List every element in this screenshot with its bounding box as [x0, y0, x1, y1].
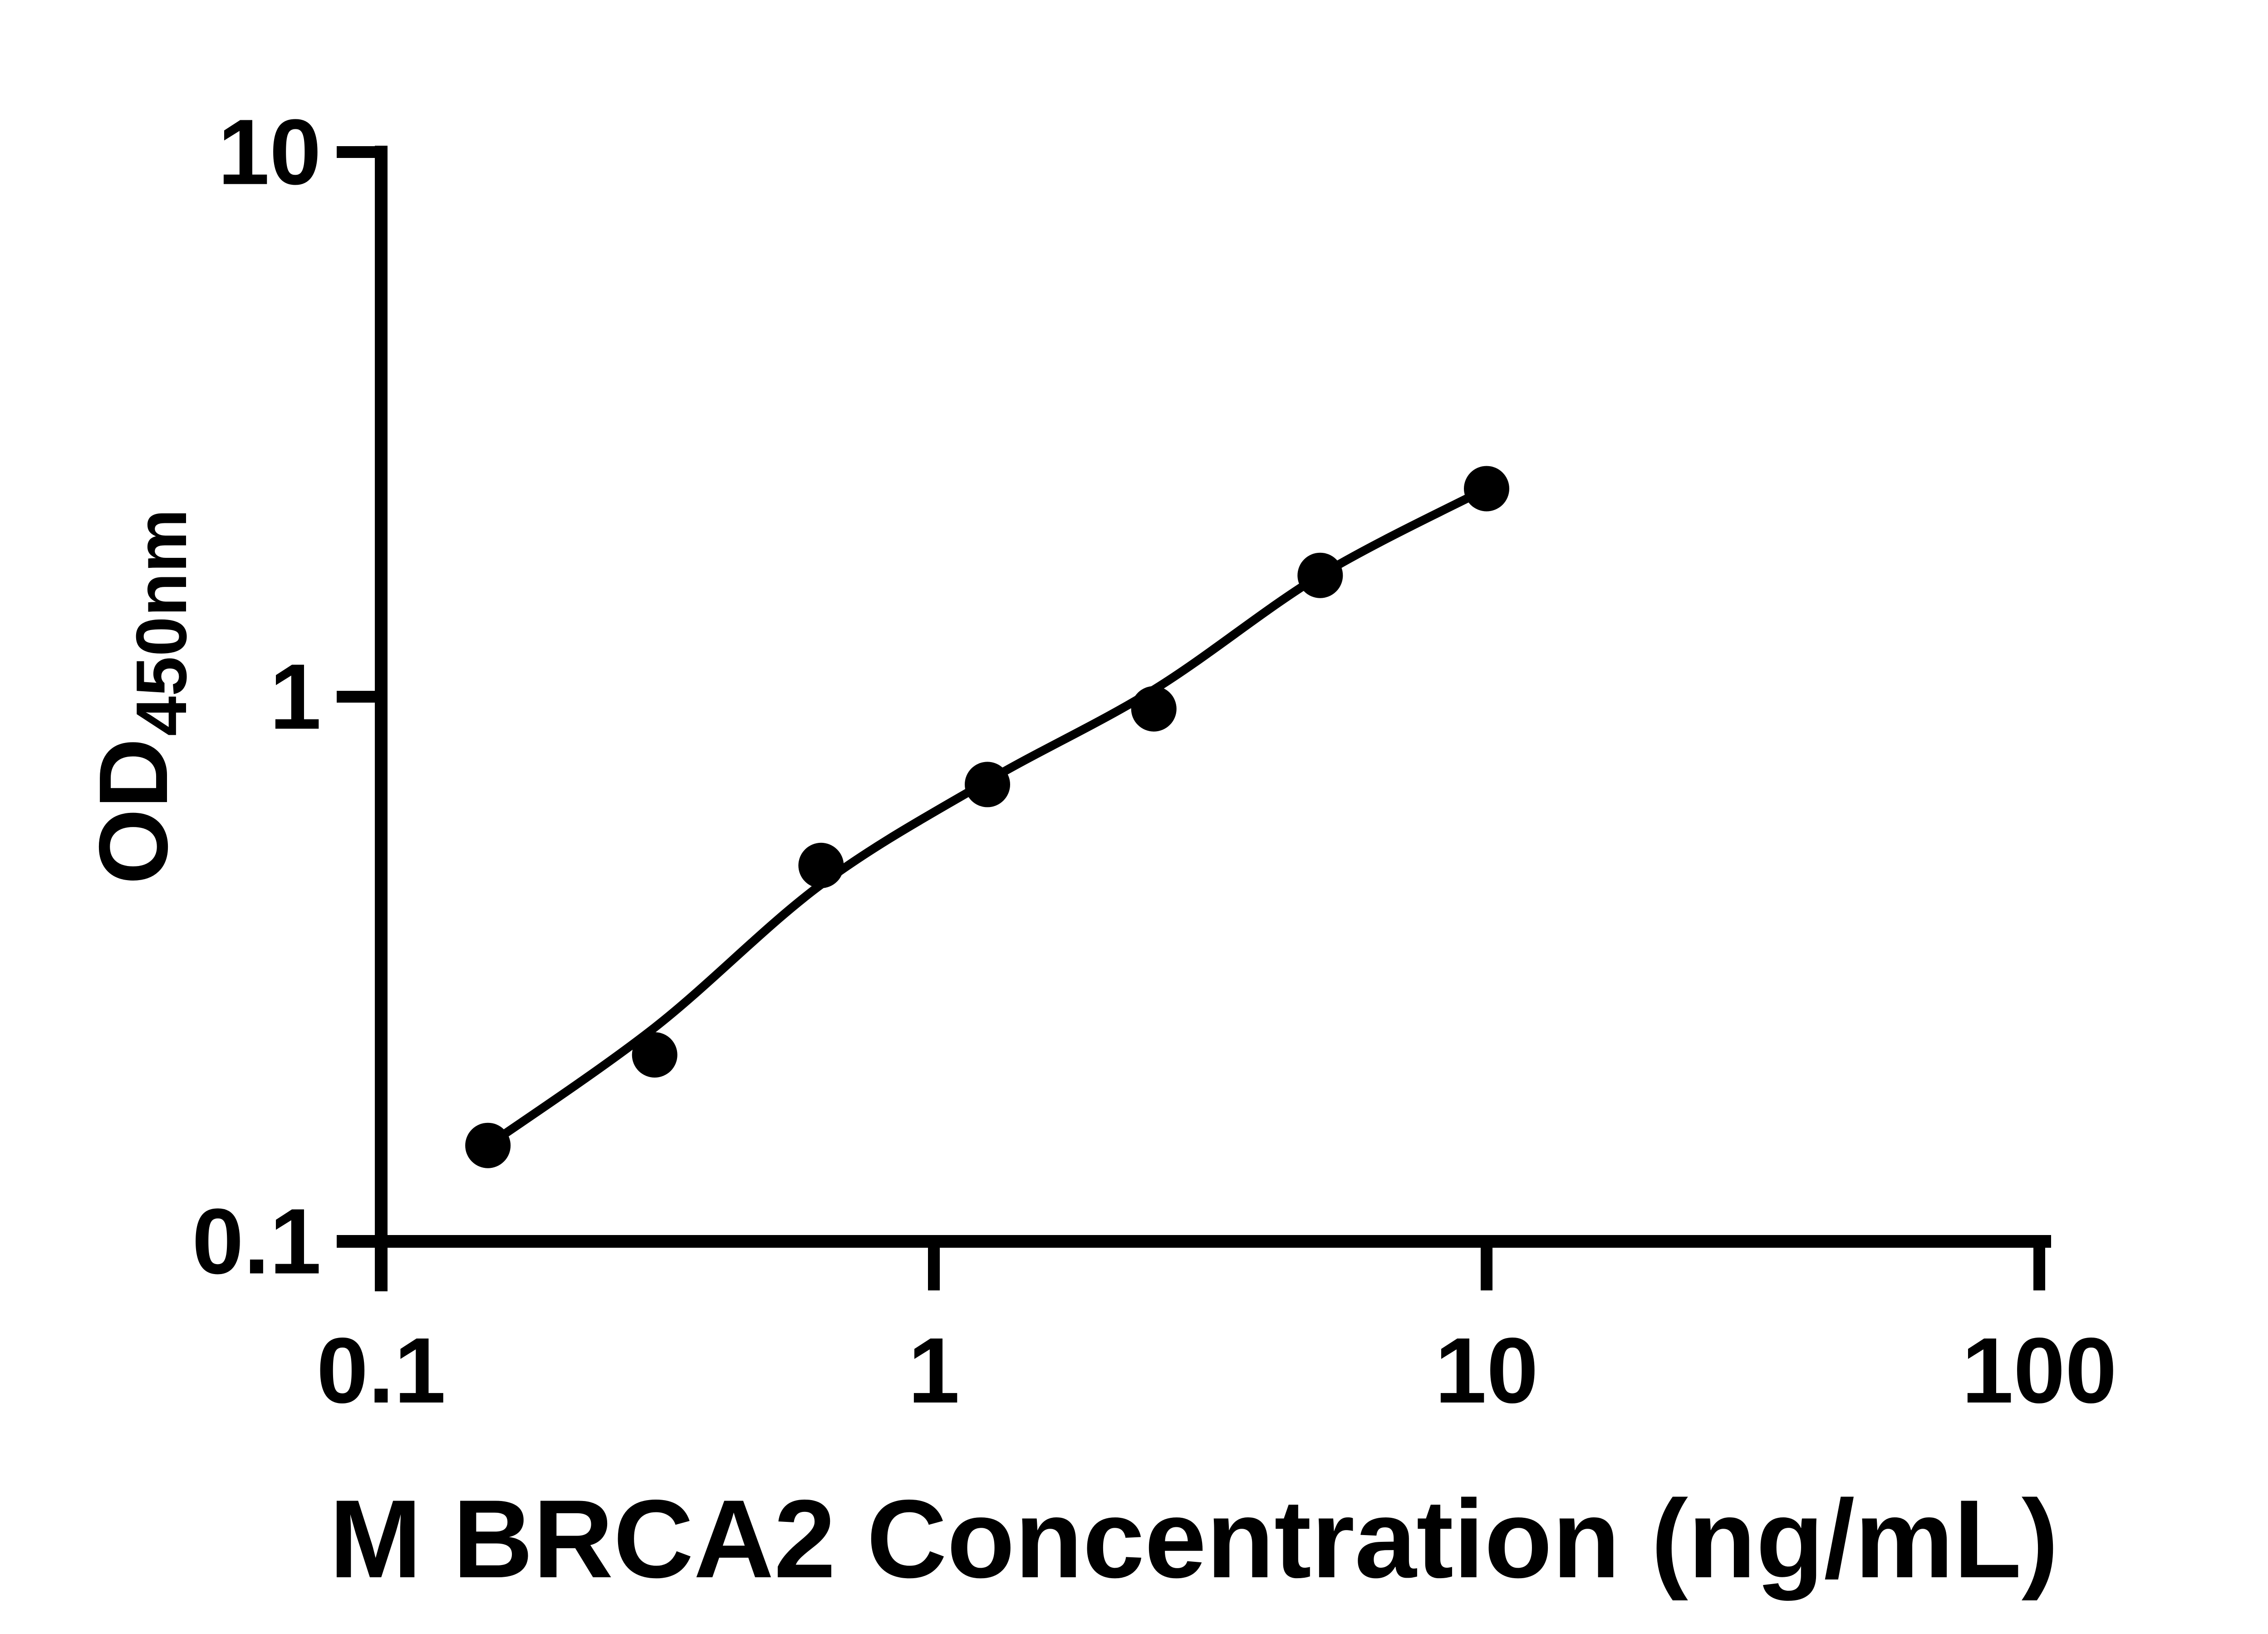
data-point — [1297, 552, 1343, 598]
data-point — [1131, 686, 1177, 732]
data-point — [465, 1122, 511, 1168]
y-axis-ticks: 10 1 0.1 — [192, 100, 381, 1294]
data-points-layer — [465, 466, 1509, 1168]
y-axis-title: OD 450nm — [79, 509, 201, 885]
x-tick-label: 10 — [1435, 1319, 1538, 1422]
x-tick-label: 1 — [908, 1319, 960, 1422]
x-axis-title: M BRCA2 Concentration (ng/mL) — [329, 1477, 2059, 1601]
data-point — [965, 762, 1010, 807]
y-axis-title-main: OD — [79, 738, 188, 885]
y-tick-label: 0.1 — [192, 1190, 321, 1294]
x-axis-ticks: 0.1 1 10 100 — [317, 1241, 2117, 1422]
data-point — [798, 842, 844, 888]
x-tick-label: 100 — [1962, 1319, 2117, 1422]
y-tick-label: 10 — [218, 100, 321, 204]
data-point — [632, 1032, 677, 1078]
data-point — [1464, 466, 1509, 512]
y-tick-label: 1 — [270, 645, 321, 749]
x-tick-label: 0.1 — [317, 1319, 446, 1422]
y-axis-title-subscript: 450nm — [122, 509, 201, 736]
